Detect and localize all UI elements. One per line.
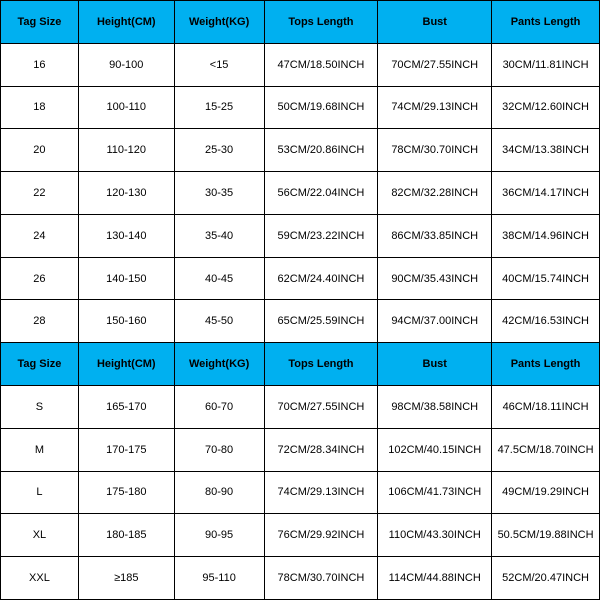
table-cell: 42CM/16.53INCH (492, 300, 600, 343)
column-header: Tops Length (264, 1, 378, 44)
table-cell: 49CM/19.29INCH (492, 471, 600, 514)
table-cell: 106CM/41.73INCH (378, 471, 492, 514)
table-cell: 15-25 (174, 86, 264, 129)
header-row: Tag SizeHeight(CM)Weight(KG)Tops LengthB… (1, 1, 600, 44)
table-cell: 78CM/30.70INCH (378, 129, 492, 172)
table-cell: 24 (1, 214, 79, 257)
table-cell: S (1, 386, 79, 429)
table-cell: 95-110 (174, 557, 264, 600)
table-cell: 165-170 (78, 386, 174, 429)
table-cell: 60-70 (174, 386, 264, 429)
table-cell: 52CM/20.47INCH (492, 557, 600, 600)
table-cell: 32CM/12.60INCH (492, 86, 600, 129)
table-row: 26140-15040-4562CM/24.40INCH90CM/35.43IN… (1, 257, 600, 300)
table-cell: 65CM/25.59INCH (264, 300, 378, 343)
table-cell: 70CM/27.55INCH (378, 43, 492, 86)
table-cell: 175-180 (78, 471, 174, 514)
column-header: Tag Size (1, 343, 79, 386)
table-cell: 62CM/24.40INCH (264, 257, 378, 300)
table-cell: 20 (1, 129, 79, 172)
table-cell: 150-160 (78, 300, 174, 343)
table-row: XL180-18590-9576CM/29.92INCH110CM/43.30I… (1, 514, 600, 557)
table-cell: 16 (1, 43, 79, 86)
table-cell: 114CM/44.88INCH (378, 557, 492, 600)
table-cell: 120-130 (78, 172, 174, 215)
table-cell: 45-50 (174, 300, 264, 343)
table-cell: 86CM/33.85INCH (378, 214, 492, 257)
table-cell: 50.5CM/19.88INCH (492, 514, 600, 557)
table-cell: 53CM/20.86INCH (264, 129, 378, 172)
table-row: 24130-14035-4059CM/23.22INCH86CM/33.85IN… (1, 214, 600, 257)
table-cell: M (1, 428, 79, 471)
column-header: Pants Length (492, 343, 600, 386)
table-cell: <15 (174, 43, 264, 86)
table-row: 18100-11015-2550CM/19.68INCH74CM/29.13IN… (1, 86, 600, 129)
table-cell: 110CM/43.30INCH (378, 514, 492, 557)
table-cell: 102CM/40.15INCH (378, 428, 492, 471)
table-cell: 82CM/32.28INCH (378, 172, 492, 215)
table-cell: 34CM/13.38INCH (492, 129, 600, 172)
table-row: M170-17570-8072CM/28.34INCH102CM/40.15IN… (1, 428, 600, 471)
table-row: 22120-13030-3556CM/22.04INCH82CM/32.28IN… (1, 172, 600, 215)
column-header: Height(CM) (78, 343, 174, 386)
table-cell: XXL (1, 557, 79, 600)
table-row: XXL≥18595-11078CM/30.70INCH114CM/44.88IN… (1, 557, 600, 600)
table-cell: 74CM/29.13INCH (264, 471, 378, 514)
table-cell: 38CM/14.96INCH (492, 214, 600, 257)
column-header: Pants Length (492, 1, 600, 44)
table-cell: 72CM/28.34INCH (264, 428, 378, 471)
column-header: Bust (378, 343, 492, 386)
table-cell: 80-90 (174, 471, 264, 514)
column-header: Tag Size (1, 1, 79, 44)
header-row: Tag SizeHeight(CM)Weight(KG)Tops LengthB… (1, 343, 600, 386)
table-cell: 40-45 (174, 257, 264, 300)
table-cell: 25-30 (174, 129, 264, 172)
table-cell: 46CM/18.11INCH (492, 386, 600, 429)
table-cell: 50CM/19.68INCH (264, 86, 378, 129)
column-header: Bust (378, 1, 492, 44)
table-cell: 74CM/29.13INCH (378, 86, 492, 129)
column-header: Weight(KG) (174, 1, 264, 44)
table-cell: L (1, 471, 79, 514)
table-cell: ≥185 (78, 557, 174, 600)
column-header: Tops Length (264, 343, 378, 386)
table-cell: 140-150 (78, 257, 174, 300)
table-cell: 30-35 (174, 172, 264, 215)
table-row: S165-17060-7070CM/27.55INCH98CM/38.58INC… (1, 386, 600, 429)
table-cell: 100-110 (78, 86, 174, 129)
table-cell: 94CM/37.00INCH (378, 300, 492, 343)
table-cell: 90CM/35.43INCH (378, 257, 492, 300)
table-row: 28150-16045-5065CM/25.59INCH94CM/37.00IN… (1, 300, 600, 343)
table-cell: 90-100 (78, 43, 174, 86)
table-row: L175-18080-9074CM/29.13INCH106CM/41.73IN… (1, 471, 600, 514)
table-cell: 76CM/29.92INCH (264, 514, 378, 557)
table-cell: 26 (1, 257, 79, 300)
table-cell: 30CM/11.81INCH (492, 43, 600, 86)
table-cell: 70CM/27.55INCH (264, 386, 378, 429)
table-cell: 130-140 (78, 214, 174, 257)
table-cell: XL (1, 514, 79, 557)
table-cell: 180-185 (78, 514, 174, 557)
table-cell: 78CM/30.70INCH (264, 557, 378, 600)
table-cell: 110-120 (78, 129, 174, 172)
column-header: Weight(KG) (174, 343, 264, 386)
table-cell: 18 (1, 86, 79, 129)
table-cell: 35-40 (174, 214, 264, 257)
table-row: 1690-100<1547CM/18.50INCH70CM/27.55INCH3… (1, 43, 600, 86)
table-cell: 28 (1, 300, 79, 343)
table-cell: 98CM/38.58INCH (378, 386, 492, 429)
table-cell: 59CM/23.22INCH (264, 214, 378, 257)
table-cell: 56CM/22.04INCH (264, 172, 378, 215)
table-cell: 40CM/15.74INCH (492, 257, 600, 300)
table-row: 20110-12025-3053CM/20.86INCH78CM/30.70IN… (1, 129, 600, 172)
table-cell: 70-80 (174, 428, 264, 471)
table-cell: 90-95 (174, 514, 264, 557)
table-cell: 22 (1, 172, 79, 215)
table-cell: 170-175 (78, 428, 174, 471)
table-cell: 47.5CM/18.70INCH (492, 428, 600, 471)
column-header: Height(CM) (78, 1, 174, 44)
table-cell: 47CM/18.50INCH (264, 43, 378, 86)
size-chart-table: Tag SizeHeight(CM)Weight(KG)Tops LengthB… (0, 0, 600, 600)
table-cell: 36CM/14.17INCH (492, 172, 600, 215)
